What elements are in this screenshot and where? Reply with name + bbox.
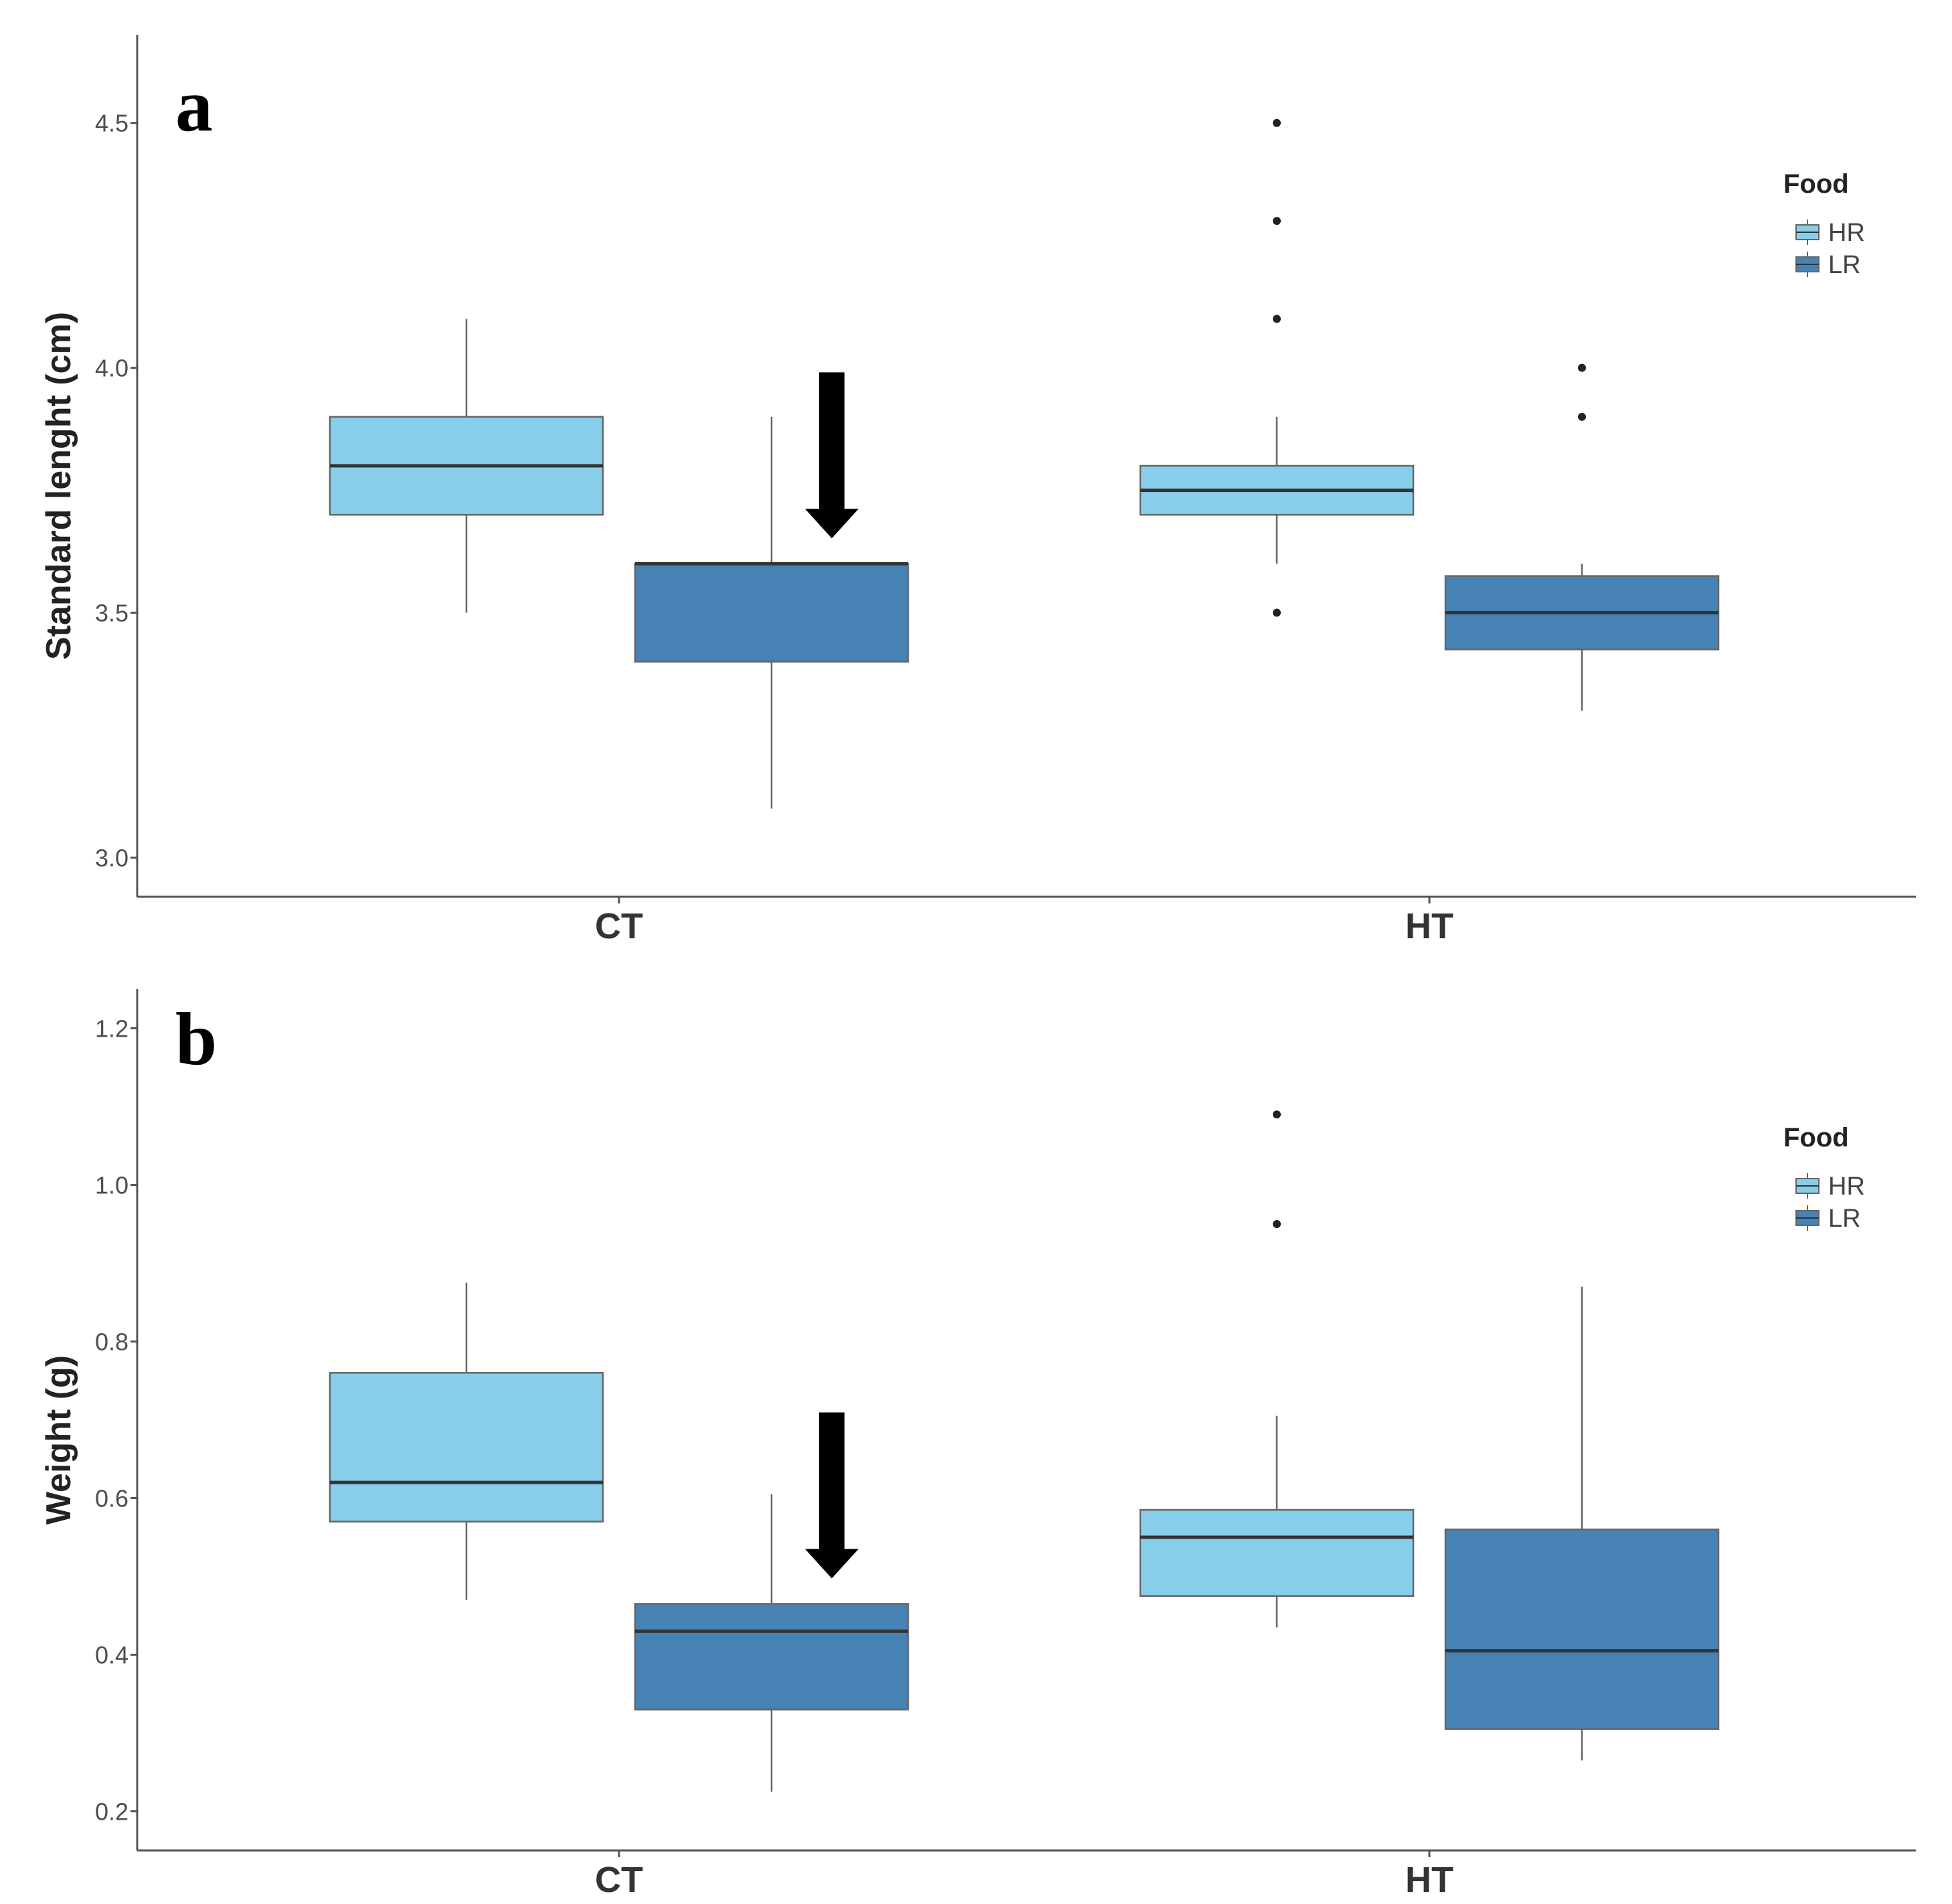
box-ht-hr [1139,1110,1415,1628]
legend-label-lr: LR [1828,1205,1861,1233]
y-tick-label: 1.0 [95,1172,128,1199]
legend: Food HR LR [1783,1123,1865,1233]
panel-label: a [175,64,213,147]
x-tick-label-ht: HT [1405,1860,1453,1900]
box-iqr [329,1372,604,1523]
box-ht-lr [1444,1286,1720,1761]
y-tick-label: 4.5 [95,110,128,137]
panel-b: 0.2 0.4 0.6 0.8 1.0 1.2 CT HT Weight (g) b Food HR L… [39,989,1916,1900]
box-ht-hr [1139,118,1415,617]
x-tick-label-ct: CT [595,906,643,946]
down-arrow-annotation [805,372,859,539]
legend-title: Food [1783,169,1849,199]
legend-label-lr: LR [1828,251,1861,279]
box-ht-lr [1444,363,1720,711]
y-tick-label: 4.0 [95,355,128,382]
box-iqr [634,563,909,663]
y-tick-label: 0.2 [95,1798,128,1826]
outlier-point [1578,363,1586,372]
y-tick-label: 3.5 [95,600,128,627]
legend-title: Food [1783,1123,1849,1152]
box-ct-hr [329,319,604,613]
outlier-point [1578,412,1586,421]
outlier-point [1273,1220,1281,1228]
box-iqr [634,1603,909,1711]
legend-label-hr: HR [1828,219,1865,247]
outlier-point [1273,608,1281,617]
panel-a: 3.0 3.5 4.0 4.5 CT HT Standard lenght (cm) a Foo… [39,35,1916,946]
box-ct-hr [329,1282,604,1600]
box-iqr [1444,1529,1720,1730]
panel-label: b [175,998,217,1081]
down-arrow-annotation [805,1412,859,1579]
x-tick-label-ht: HT [1405,906,1453,946]
outlier-point [1273,315,1281,323]
y-axis-title: Weight (g) [39,1355,78,1525]
box-ct-lr [634,416,909,809]
outlier-point [1273,118,1281,127]
outlier-point [1273,1110,1281,1119]
legend: Food HR LR [1783,169,1865,279]
y-tick-label: 3.0 [95,844,128,871]
box-ct-lr [634,1494,909,1792]
y-tick-label: 0.6 [95,1485,128,1512]
y-tick-label: 0.8 [95,1328,128,1356]
y-tick-label: 1.2 [95,1015,128,1043]
y-tick-label: 0.4 [95,1642,128,1669]
outlier-point [1273,217,1281,226]
y-axis-title: Standard lenght (cm) [39,312,78,660]
box-iqr [1139,1508,1415,1597]
legend-label-hr: HR [1828,1173,1865,1201]
x-tick-label-ct: CT [595,1860,643,1900]
